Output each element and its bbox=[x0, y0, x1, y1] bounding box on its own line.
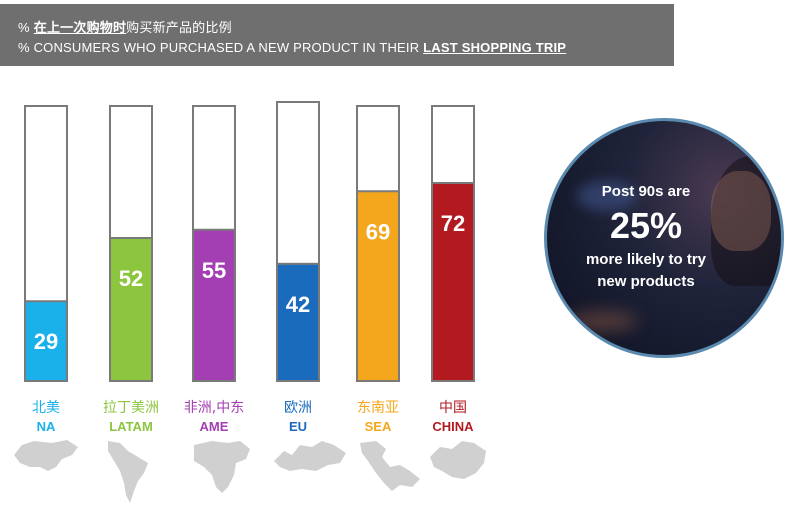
region-label-zh-china: 中国 bbox=[439, 400, 467, 416]
region-label-zh-na: 北美 bbox=[32, 400, 60, 416]
region-label-zh-ame: 非洲,中东 bbox=[183, 400, 245, 416]
subtitle-main: % CONSUMERS WHO PURCHASED A NEW PRODUCT … bbox=[18, 40, 420, 55]
bar-latam bbox=[109, 237, 153, 382]
person-silhouette bbox=[711, 156, 781, 286]
region-label-en-na: NA bbox=[36, 419, 56, 434]
region-label-en-latam: LATAM bbox=[109, 419, 153, 434]
bar-ame bbox=[192, 228, 236, 382]
header-banner: % 在上一次购物时购买新产品的比例 % CONSUMERS WHO PURCHAS… bbox=[0, 4, 674, 66]
region-label-zh-sea: 东南亚 bbox=[357, 400, 399, 416]
southeast-asia-map-icon bbox=[360, 441, 420, 491]
person-face bbox=[711, 171, 771, 251]
region-label-zh-latam: 拉丁美洲 bbox=[103, 400, 159, 416]
callout-circle: Post 90s are 25% more likely to try new … bbox=[544, 118, 784, 358]
region-label-en-eu: EU bbox=[288, 419, 308, 434]
data-label-latam: 52 bbox=[119, 266, 143, 291]
data-label-ame: 55 bbox=[202, 258, 226, 283]
data-label-sea: 69 bbox=[366, 219, 390, 244]
region-label-zh-eu: 欧洲 bbox=[284, 400, 312, 416]
data-label-eu: 42 bbox=[286, 292, 310, 317]
data-label-china: 72 bbox=[441, 211, 465, 236]
bar-china bbox=[431, 182, 475, 382]
region-label-en-ame: AME bbox=[199, 419, 229, 434]
europe-map-icon bbox=[274, 441, 346, 471]
bar-na bbox=[24, 300, 68, 382]
callout-percent: 25% bbox=[609, 205, 683, 246]
latin-america-map-icon bbox=[108, 441, 148, 503]
bar-eu bbox=[276, 262, 320, 383]
subtitle-bold: LAST SHOPPING TRIP bbox=[423, 40, 567, 55]
street-light bbox=[567, 311, 637, 331]
bar-sea bbox=[356, 190, 400, 382]
region-label-en-sea: SEA bbox=[364, 419, 392, 434]
callout-line3: more likely to try bbox=[585, 251, 707, 268]
title-prefix: % bbox=[18, 20, 30, 35]
title-rest: 购买新产品的比例 bbox=[126, 20, 232, 35]
city-light bbox=[577, 181, 637, 211]
region-label-en-china: CHINA bbox=[432, 419, 474, 434]
africa-middle-east-map-icon bbox=[194, 441, 250, 493]
callout-line1: Post 90s are bbox=[601, 183, 691, 200]
data-label-na: 29 bbox=[34, 329, 58, 354]
header-title: % 在上一次购物时购买新产品的比例 bbox=[18, 17, 232, 36]
callout-line4: new products bbox=[597, 273, 695, 290]
china-map-icon bbox=[430, 441, 486, 479]
header-subtitle: % CONSUMERS WHO PURCHASED A NEW PRODUCT … bbox=[18, 40, 566, 55]
north-america-map-icon bbox=[14, 440, 78, 471]
title-bold: 在上一次购物时 bbox=[33, 20, 127, 35]
